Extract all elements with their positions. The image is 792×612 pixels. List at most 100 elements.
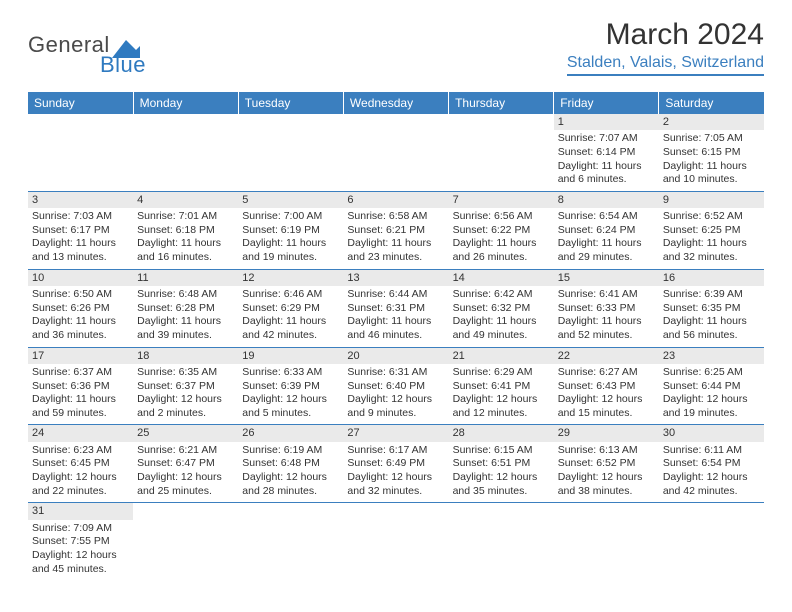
day-details: Sunrise: 6:17 AMSunset: 6:49 PMDaylight:… [343,442,448,503]
daylight-text: Daylight: 12 hours and 9 minutes. [347,393,444,420]
calendar-cell [343,503,448,580]
sunrise-text: Sunrise: 6:56 AM [453,210,550,224]
day-number: 3 [28,192,133,208]
sunset-text: Sunset: 6:15 PM [663,146,760,160]
logo-text-blue: Blue [100,52,146,78]
daylight-text: Daylight: 11 hours and 23 minutes. [347,237,444,264]
sunrise-text: Sunrise: 6:52 AM [663,210,760,224]
weekday-header: Saturday [659,92,764,114]
daylight-text: Daylight: 11 hours and 52 minutes. [558,315,655,342]
calendar-cell [28,114,133,191]
calendar-cell: 12Sunrise: 6:46 AMSunset: 6:29 PMDayligh… [238,269,343,347]
sunset-text: Sunset: 6:45 PM [32,457,129,471]
calendar-cell [449,503,554,580]
day-number: 28 [449,425,554,441]
day-details: Sunrise: 6:42 AMSunset: 6:32 PMDaylight:… [449,286,554,347]
day-details: Sunrise: 6:39 AMSunset: 6:35 PMDaylight:… [659,286,764,347]
day-number: 29 [554,425,659,441]
calendar-cell [238,503,343,580]
day-details: Sunrise: 7:07 AMSunset: 6:14 PMDaylight:… [554,130,659,191]
sunset-text: Sunset: 6:49 PM [347,457,444,471]
sunset-text: Sunset: 6:35 PM [663,302,760,316]
day-number: 6 [343,192,448,208]
daylight-text: Daylight: 12 hours and 28 minutes. [242,471,339,498]
daylight-text: Daylight: 12 hours and 12 minutes. [453,393,550,420]
day-details: Sunrise: 6:56 AMSunset: 6:22 PMDaylight:… [449,208,554,269]
sunset-text: Sunset: 6:31 PM [347,302,444,316]
sunset-text: Sunset: 6:48 PM [242,457,339,471]
daylight-text: Daylight: 11 hours and 39 minutes. [137,315,234,342]
sunrise-text: Sunrise: 6:46 AM [242,288,339,302]
daylight-text: Daylight: 11 hours and 26 minutes. [453,237,550,264]
day-number: 20 [343,348,448,364]
weekday-header: Monday [133,92,238,114]
calendar-cell: 1Sunrise: 7:07 AMSunset: 6:14 PMDaylight… [554,114,659,191]
day-details: Sunrise: 6:27 AMSunset: 6:43 PMDaylight:… [554,364,659,425]
day-details: Sunrise: 6:15 AMSunset: 6:51 PMDaylight:… [449,442,554,503]
sunset-text: Sunset: 6:47 PM [137,457,234,471]
day-number: 15 [554,270,659,286]
sunset-text: Sunset: 6:22 PM [453,224,550,238]
calendar-cell: 4Sunrise: 7:01 AMSunset: 6:18 PMDaylight… [133,191,238,269]
weekday-header: Thursday [449,92,554,114]
sunset-text: Sunset: 6:41 PM [453,380,550,394]
day-number: 13 [343,270,448,286]
calendar-cell: 22Sunrise: 6:27 AMSunset: 6:43 PMDayligh… [554,347,659,425]
daylight-text: Daylight: 11 hours and 32 minutes. [663,237,760,264]
day-number: 22 [554,348,659,364]
daylight-text: Daylight: 12 hours and 35 minutes. [453,471,550,498]
calendar-cell [133,114,238,191]
day-details: Sunrise: 6:19 AMSunset: 6:48 PMDaylight:… [238,442,343,503]
sunset-text: Sunset: 6:54 PM [663,457,760,471]
day-number: 18 [133,348,238,364]
daylight-text: Daylight: 12 hours and 25 minutes. [137,471,234,498]
sunset-text: Sunset: 6:25 PM [663,224,760,238]
calendar-cell: 11Sunrise: 6:48 AMSunset: 6:28 PMDayligh… [133,269,238,347]
sunset-text: Sunset: 6:26 PM [32,302,129,316]
day-number: 17 [28,348,133,364]
location: Stalden, Valais, Switzerland [567,54,764,76]
daylight-text: Daylight: 11 hours and 29 minutes. [558,237,655,264]
calendar-cell: 23Sunrise: 6:25 AMSunset: 6:44 PMDayligh… [659,347,764,425]
sunrise-text: Sunrise: 6:25 AM [663,366,760,380]
calendar-cell: 27Sunrise: 6:17 AMSunset: 6:49 PMDayligh… [343,425,448,503]
day-details: Sunrise: 6:33 AMSunset: 6:39 PMDaylight:… [238,364,343,425]
sunset-text: Sunset: 6:52 PM [558,457,655,471]
weekday-header: Friday [554,92,659,114]
daylight-text: Daylight: 11 hours and 6 minutes. [558,160,655,187]
calendar-row: 10Sunrise: 6:50 AMSunset: 6:26 PMDayligh… [28,269,764,347]
day-details: Sunrise: 6:13 AMSunset: 6:52 PMDaylight:… [554,442,659,503]
calendar-cell: 18Sunrise: 6:35 AMSunset: 6:37 PMDayligh… [133,347,238,425]
day-number: 30 [659,425,764,441]
calendar-cell: 2Sunrise: 7:05 AMSunset: 6:15 PMDaylight… [659,114,764,191]
sunset-text: Sunset: 6:19 PM [242,224,339,238]
sunrise-text: Sunrise: 6:15 AM [453,444,550,458]
sunrise-text: Sunrise: 6:31 AM [347,366,444,380]
sunset-text: Sunset: 7:55 PM [32,535,129,549]
weekday-header: Tuesday [238,92,343,114]
day-number: 9 [659,192,764,208]
sunrise-text: Sunrise: 6:35 AM [137,366,234,380]
sunset-text: Sunset: 6:18 PM [137,224,234,238]
day-details: Sunrise: 6:29 AMSunset: 6:41 PMDaylight:… [449,364,554,425]
title-block: March 2024 Stalden, Valais, Switzerland [567,18,764,76]
day-details: Sunrise: 6:31 AMSunset: 6:40 PMDaylight:… [343,364,448,425]
day-details: Sunrise: 6:25 AMSunset: 6:44 PMDaylight:… [659,364,764,425]
daylight-text: Daylight: 11 hours and 19 minutes. [242,237,339,264]
calendar-cell: 7Sunrise: 6:56 AMSunset: 6:22 PMDaylight… [449,191,554,269]
calendar-row: 17Sunrise: 6:37 AMSunset: 6:36 PMDayligh… [28,347,764,425]
sunrise-text: Sunrise: 6:29 AM [453,366,550,380]
calendar-cell: 8Sunrise: 6:54 AMSunset: 6:24 PMDaylight… [554,191,659,269]
daylight-text: Daylight: 12 hours and 45 minutes. [32,549,129,576]
sunset-text: Sunset: 6:39 PM [242,380,339,394]
sunrise-text: Sunrise: 6:23 AM [32,444,129,458]
calendar-cell: 25Sunrise: 6:21 AMSunset: 6:47 PMDayligh… [133,425,238,503]
sunrise-text: Sunrise: 7:05 AM [663,132,760,146]
day-details: Sunrise: 7:05 AMSunset: 6:15 PMDaylight:… [659,130,764,191]
sunrise-text: Sunrise: 6:21 AM [137,444,234,458]
calendar-cell: 21Sunrise: 6:29 AMSunset: 6:41 PMDayligh… [449,347,554,425]
sunrise-text: Sunrise: 7:01 AM [137,210,234,224]
calendar-cell [554,503,659,580]
calendar-cell: 16Sunrise: 6:39 AMSunset: 6:35 PMDayligh… [659,269,764,347]
sunrise-text: Sunrise: 7:09 AM [32,522,129,536]
